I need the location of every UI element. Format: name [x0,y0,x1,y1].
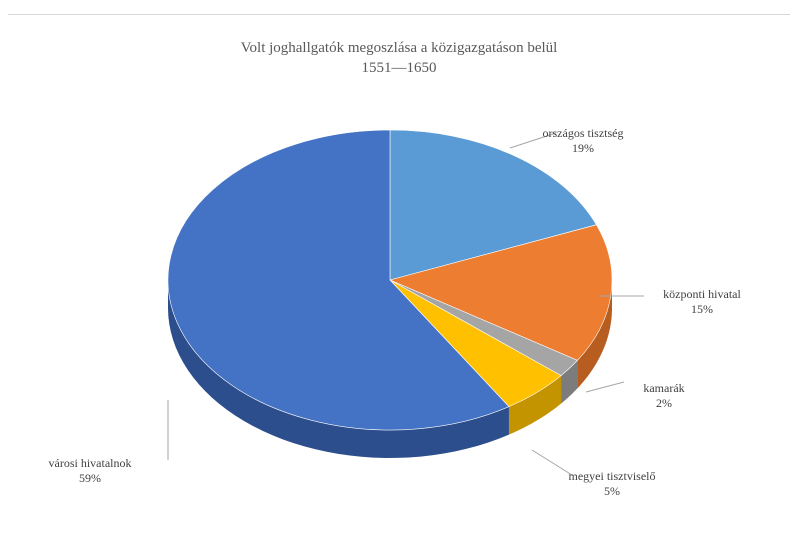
top-divider [8,14,790,15]
slice-name-3: megyei tisztviselő [569,469,656,483]
slice-name-2: kamarák [643,381,684,395]
slice-name-4: városi hivatalnok [49,456,132,470]
pie-slice-4 [167,129,510,431]
pie-side-3 [508,375,562,435]
slice-value-0: 19% [572,141,594,155]
chart-subtitle: 1551—1650 [361,60,437,76]
chart-title: Volt joghallgatók megoszlása a közigazga… [240,40,558,56]
leader-line-2 [585,381,625,393]
pie-slice-0 [389,129,597,281]
slice-name-0: országos tisztség [543,126,624,140]
pie-side-1 [577,280,612,389]
slice-value-2: 2% [656,396,672,410]
slice-value-4: 59% [79,471,101,485]
slice-value-3: 5% [604,484,620,498]
pie-side-2 [561,360,578,404]
slice-value-1: 15% [691,302,713,316]
pie-slice-1 [389,224,613,361]
leader-line-0 [509,132,557,149]
pie-side-walls [168,280,612,458]
pie-side-4 [168,280,509,458]
slice-name-1: központi hivatal [663,287,741,301]
leader-line-3 [531,449,573,476]
